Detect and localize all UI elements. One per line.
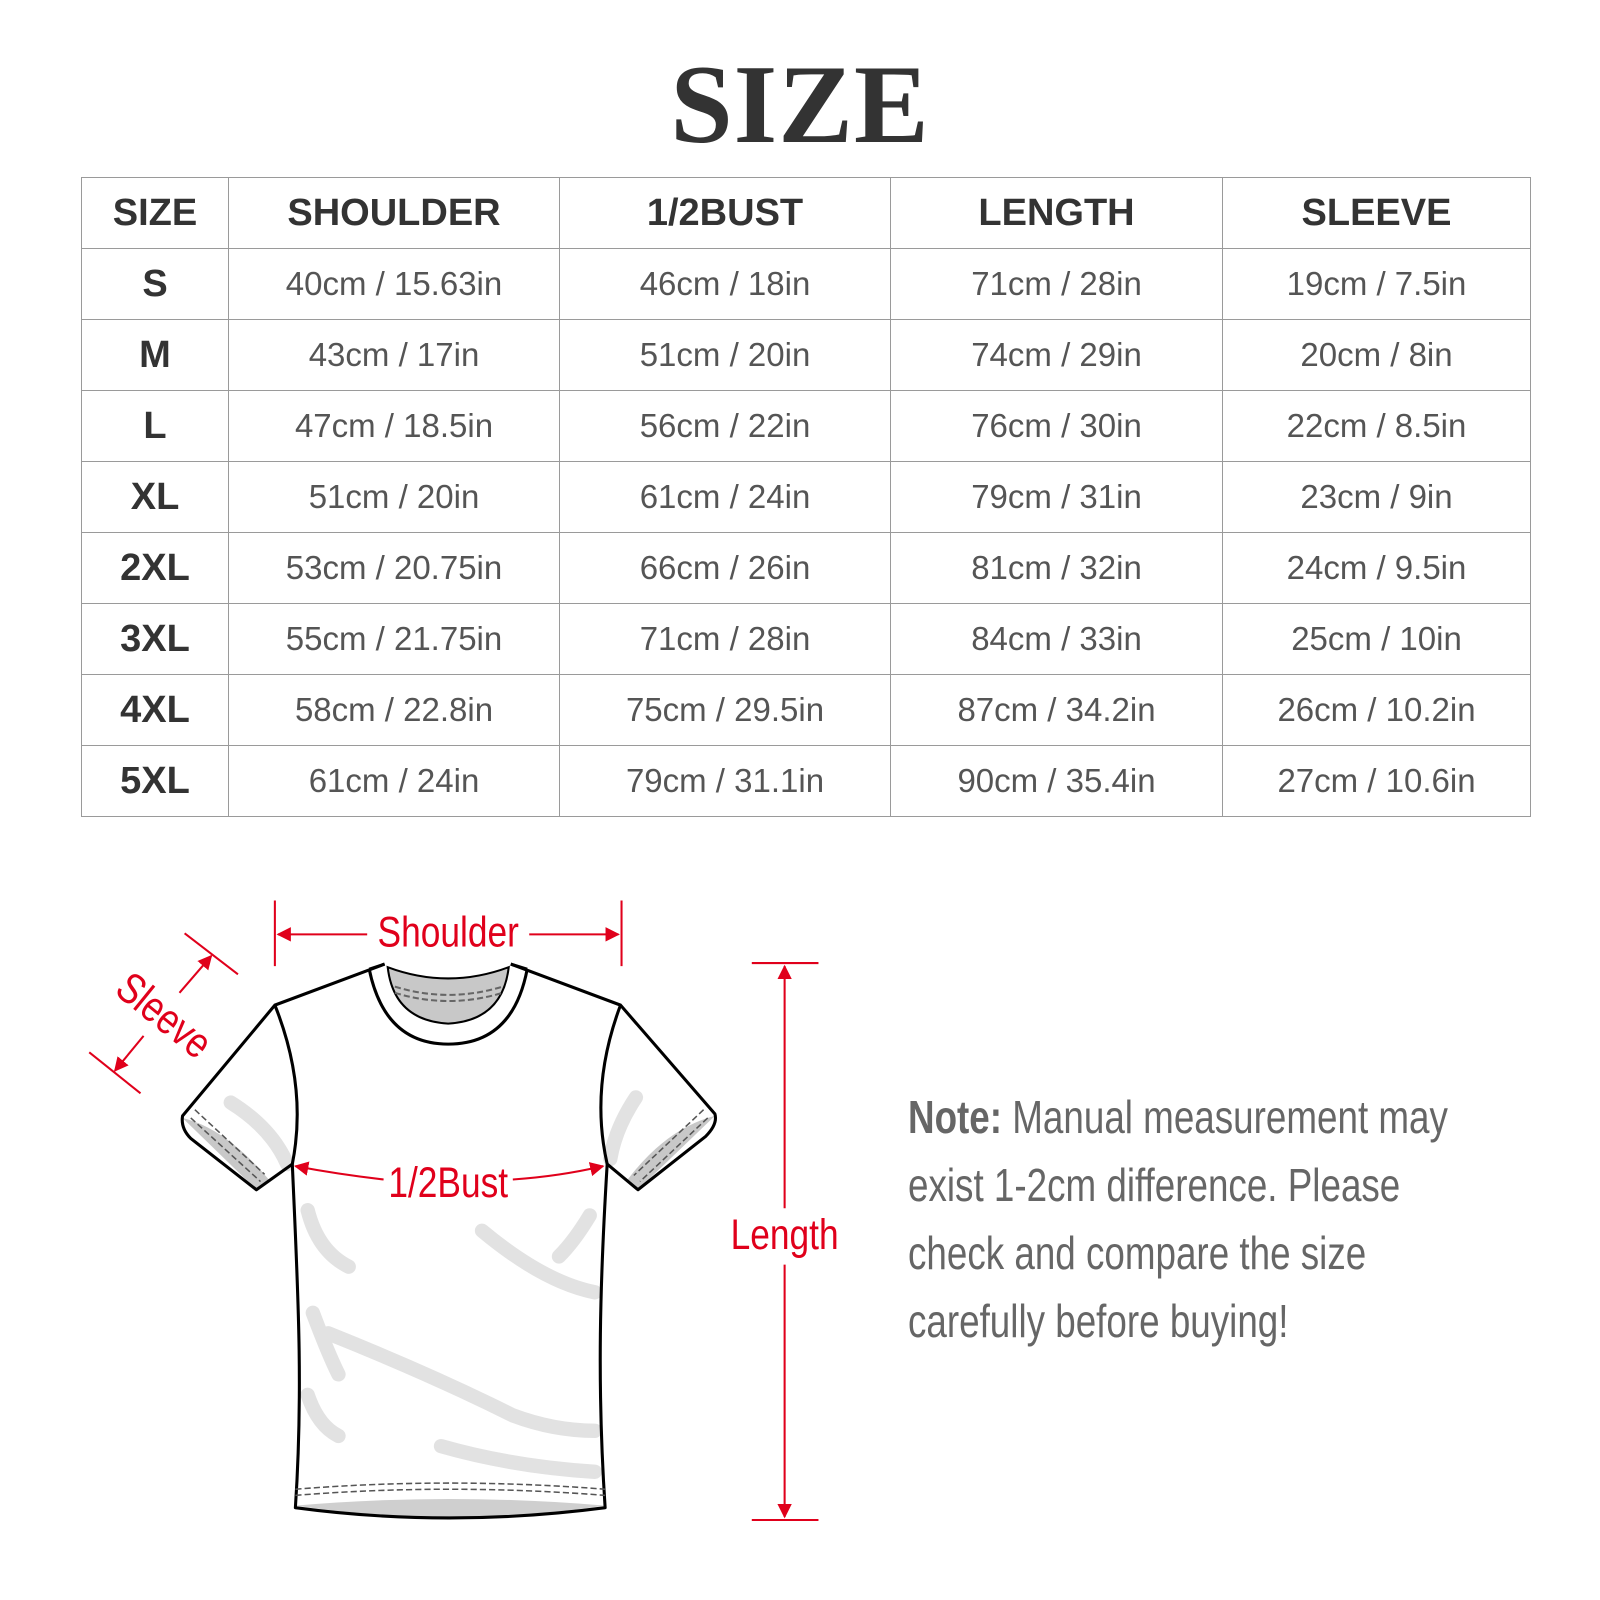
table-row: 3XL 55cm / 21.75in 71cm / 28in 84cm / 33in 2…: [81, 603, 1531, 675]
measurement-cell: 84cm / 33in: [890, 603, 1223, 675]
size-cell: M: [81, 319, 229, 391]
table-row: 5XL 61cm / 24in 79cm / 31.1in 90cm / 35.4in…: [81, 745, 1531, 817]
table-row: XL 51cm / 20in 61cm / 24in 79cm / 31in 23cm …: [81, 461, 1531, 533]
size-cell: 4XL: [81, 674, 229, 746]
measurement-cell: 74cm / 29in: [890, 319, 1223, 391]
measurement-cell: 90cm / 35.4in: [890, 745, 1223, 817]
table-row: 4XL 58cm / 22.8in 75cm / 29.5in 87cm / 34.2…: [81, 674, 1531, 746]
bust-annotation: 1/2Bust: [293, 1159, 605, 1207]
note-line: check and compare the size: [908, 1227, 1367, 1279]
table-row: M 43cm / 17in 51cm / 20in 74cm / 29in 20cm /…: [81, 319, 1531, 391]
table-row: L 47cm / 18.5in 56cm / 22in 76cm / 30in 22cm…: [81, 390, 1531, 462]
measurement-cell: 25cm / 10in: [1222, 603, 1531, 675]
measurement-cell: 81cm / 32in: [890, 532, 1223, 604]
column-header: LENGTH: [890, 177, 1223, 249]
table-header-row: SIZE SHOULDER 1/2BUST LENGTH SLEEVE: [81, 177, 1531, 249]
measurement-cell: 61cm / 24in: [559, 461, 891, 533]
measurement-cell: 61cm / 24in: [228, 745, 560, 817]
measurement-cell: 43cm / 17in: [228, 319, 560, 391]
shoulder-annotation: Shoulder: [273, 900, 623, 967]
column-header: 1/2BUST: [559, 177, 891, 249]
measurement-cell: 71cm / 28in: [559, 603, 891, 675]
measurement-cell: 51cm / 20in: [228, 461, 560, 533]
measurement-cell: 22cm / 8.5in: [1222, 390, 1531, 462]
sleeve-annotation: Sleeve: [88, 932, 239, 1095]
size-table: SIZE SHOULDER 1/2BUST LENGTH SLEEVE S 40cm / …: [81, 177, 1531, 817]
sleeve-label: Sleeve: [107, 963, 221, 1068]
measurement-cell: 46cm / 18in: [559, 248, 891, 320]
measurement-cell: 58cm / 22.8in: [228, 674, 560, 746]
measurement-cell: 56cm / 22in: [559, 390, 891, 462]
measurement-cell: 66cm / 26in: [559, 532, 891, 604]
measurement-cell: 19cm / 7.5in: [1222, 248, 1531, 320]
measurement-cell: 40cm / 15.63in: [228, 248, 560, 320]
column-header: SIZE: [81, 177, 229, 249]
measurement-cell: 71cm / 28in: [890, 248, 1223, 320]
length-annotation: Length: [731, 962, 839, 1522]
measurement-cell: 20cm / 8in: [1222, 319, 1531, 391]
measurement-cell: 53cm / 20.75in: [228, 532, 560, 604]
measurement-cell: 55cm / 21.75in: [228, 603, 560, 675]
size-cell: L: [81, 390, 229, 462]
note-line: carefully before buying!: [908, 1295, 1289, 1347]
column-header: SLEEVE: [1222, 177, 1531, 249]
measurement-cell: 76cm / 30in: [890, 390, 1223, 462]
size-cell: S: [81, 248, 229, 320]
tshirt-icon: [180, 962, 717, 1520]
note-line: Manual measurement may: [1012, 1091, 1448, 1143]
note-text: Note: Manual measurement may exist 1-2cm…: [908, 1083, 1448, 1355]
measurement-cell: 23cm / 9in: [1222, 461, 1531, 533]
note-label: Note:: [908, 1091, 1003, 1143]
length-label: Length: [731, 1211, 839, 1259]
size-cell: 5XL: [81, 745, 229, 817]
bust-label: 1/2Bust: [388, 1159, 508, 1207]
measurement-cell: 26cm / 10.2in: [1222, 674, 1531, 746]
note-line: exist 1-2cm difference. Please: [908, 1159, 1401, 1211]
table-row: S 40cm / 15.63in 46cm / 18in 71cm / 28in 19c…: [81, 248, 1531, 320]
measurement-cell: 79cm / 31.1in: [559, 745, 891, 817]
measurement-cell: 24cm / 9.5in: [1222, 532, 1531, 604]
measurement-cell: 75cm / 29.5in: [559, 674, 891, 746]
page-title: SIZE: [670, 43, 930, 167]
table-row: 2XL 53cm / 20.75in 66cm / 26in 81cm / 32in 2…: [81, 532, 1531, 604]
size-cell: 3XL: [81, 603, 229, 675]
measurement-cell: 27cm / 10.6in: [1222, 745, 1531, 817]
size-cell: XL: [81, 461, 229, 533]
shoulder-label: Shoulder: [378, 908, 519, 956]
